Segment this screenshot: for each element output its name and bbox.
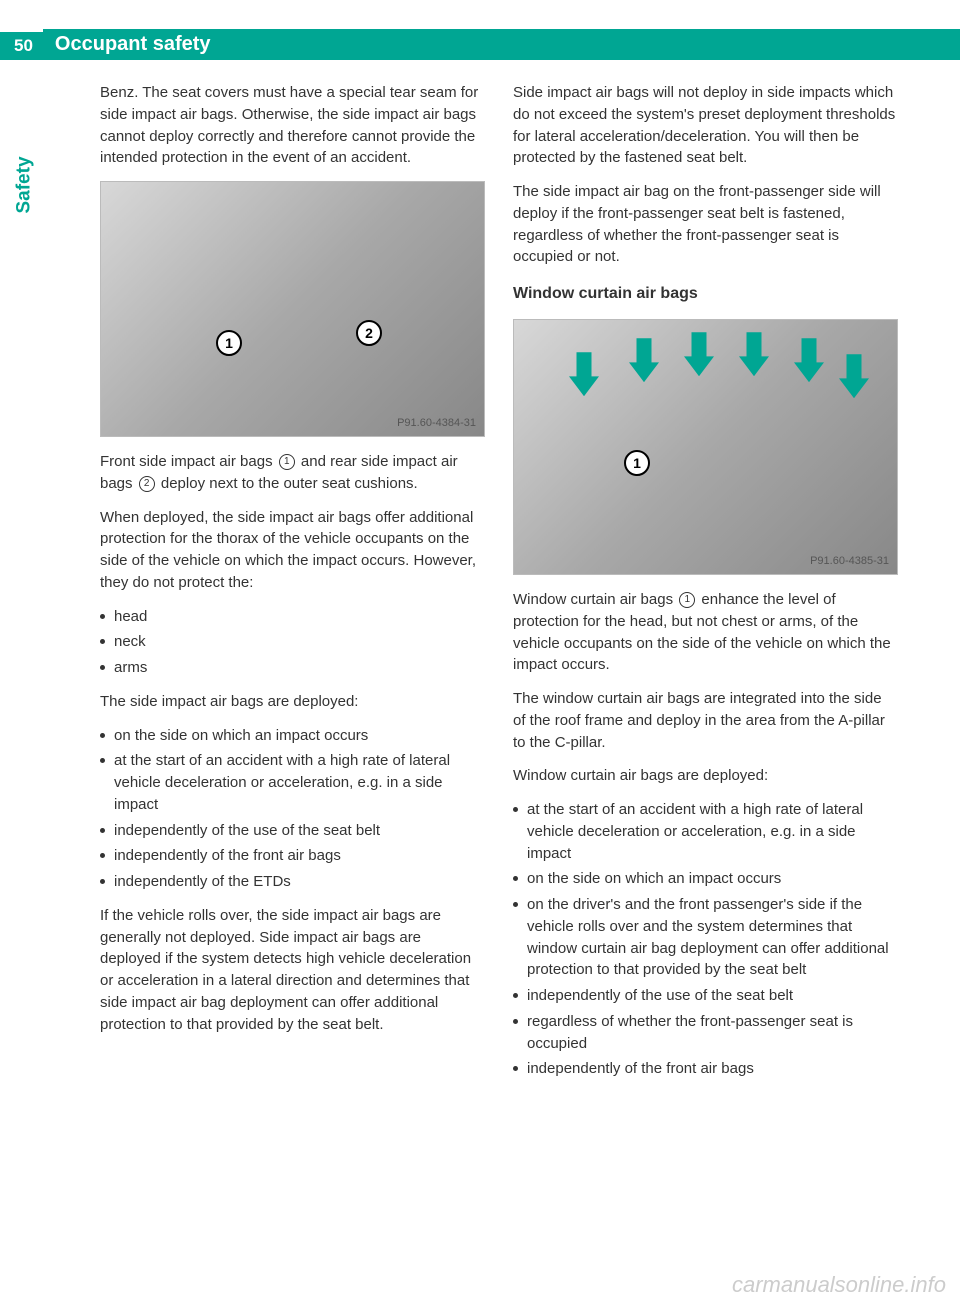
para-front-rear: Front side impact air bags 1 and rear si… xyxy=(100,451,485,495)
arrow-icon xyxy=(569,352,599,396)
list-item: independently of the front air bags xyxy=(513,1058,898,1080)
side-tab: Safety xyxy=(0,100,52,230)
list-item: on the driver's and the front passenger'… xyxy=(513,894,898,981)
subheading-window-curtain: Window curtain air bags xyxy=(513,282,898,305)
inline-ref-1: 1 xyxy=(679,592,695,608)
list-item: independently of the ETDs xyxy=(100,871,485,893)
para-passenger: The side impact air bag on the front-pas… xyxy=(513,181,898,268)
inline-ref-2: 2 xyxy=(139,476,155,492)
arrow-icon xyxy=(739,332,769,376)
para-curtain-integrated: The window curtain air bags are integrat… xyxy=(513,688,898,753)
list-item: independently of the use of the seat bel… xyxy=(513,985,898,1007)
callout-1: 1 xyxy=(216,330,242,356)
list-item: neck xyxy=(100,631,485,653)
list-item: regardless of whether the front-passenge… xyxy=(513,1011,898,1055)
callout-1: 1 xyxy=(624,450,650,476)
para-threshold: Side impact air bags will not deploy in … xyxy=(513,82,898,169)
list-item: at the start of an accident with a high … xyxy=(100,750,485,815)
list-item: arms xyxy=(100,657,485,679)
inline-ref-1: 1 xyxy=(279,454,295,470)
list-item: head xyxy=(100,606,485,628)
para-curtain-intro: Window curtain air bags 1 enhance the le… xyxy=(513,589,898,676)
bullet-list-curtain: at the start of an accident with a high … xyxy=(513,799,898,1080)
page-number: 50 xyxy=(0,32,43,60)
left-column: Benz. The seat covers must have a specia… xyxy=(100,82,485,1092)
intro-paragraph: Benz. The seat covers must have a specia… xyxy=(100,82,485,169)
figure-window-curtain: 1 P91.60-4385-31 xyxy=(513,319,898,575)
arrow-icon xyxy=(839,354,869,398)
para-conditions: The side impact air bags are deployed: xyxy=(100,691,485,713)
para-curtain-deployed: Window curtain air bags are deployed: xyxy=(513,765,898,787)
arrow-icon xyxy=(629,338,659,382)
watermark: carmanualsonline.info xyxy=(732,1272,946,1298)
figure-side-airbags: 1 2 P91.60-4384-31 xyxy=(100,181,485,437)
bullet-list-conditions: on the side on which an impact occurs at… xyxy=(100,725,485,893)
chapter-title: Occupant safety xyxy=(43,29,960,60)
list-item: at the start of an accident with a high … xyxy=(513,799,898,864)
list-item: independently of the front air bags xyxy=(100,845,485,867)
header-bar: 50 Occupant safety xyxy=(0,28,960,60)
list-item: on the side on which an impact occurs xyxy=(513,868,898,890)
arrow-icon xyxy=(794,338,824,382)
bullet-list-bodyparts: head neck arms xyxy=(100,606,485,679)
list-item: independently of the use of the seat bel… xyxy=(100,820,485,842)
right-column: Side impact air bags will not deploy in … xyxy=(513,82,898,1092)
para-rollover: If the vehicle rolls over, the side impa… xyxy=(100,905,485,1036)
list-item: on the side on which an impact occurs xyxy=(100,725,485,747)
arrow-icon xyxy=(684,332,714,376)
callout-2: 2 xyxy=(356,320,382,346)
figure-caption: P91.60-4384-31 xyxy=(397,416,476,432)
para-deployed: When deployed, the side impact air bags … xyxy=(100,507,485,594)
side-tab-label: Safety xyxy=(14,156,36,213)
figure-caption: P91.60-4385-31 xyxy=(810,554,889,570)
